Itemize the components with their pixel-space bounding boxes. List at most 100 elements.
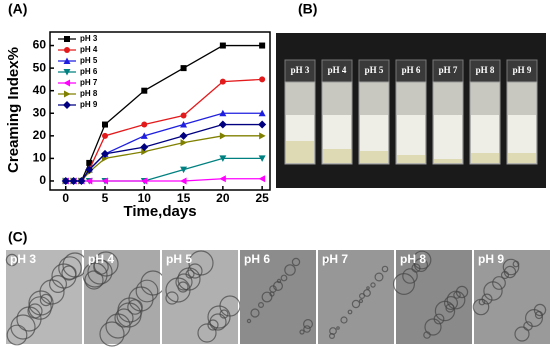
data-point — [141, 121, 148, 128]
micrograph-label: pH 4 — [88, 252, 114, 266]
droplet — [446, 290, 466, 310]
droplet — [534, 310, 544, 320]
series-line — [65, 123, 263, 182]
vial-serum — [286, 141, 314, 163]
legend-marker — [63, 101, 71, 109]
data-point — [259, 42, 266, 49]
x-tick-label: 25 — [255, 191, 269, 205]
x-tick-label: 15 — [177, 191, 191, 205]
data-point — [219, 155, 227, 162]
droplet — [358, 298, 364, 304]
y-tick-label: 10 — [33, 151, 47, 165]
droplet — [336, 326, 340, 330]
legend-label: pH 5 — [80, 56, 98, 65]
droplet — [291, 257, 301, 267]
legend-marker — [63, 57, 71, 64]
droplet — [84, 270, 104, 290]
droplet — [363, 289, 371, 297]
x-tick-label: 20 — [216, 191, 230, 205]
y-tick-label: 50 — [33, 60, 47, 74]
droplet — [514, 326, 530, 342]
data-point — [101, 149, 109, 158]
droplet — [269, 291, 275, 297]
data-point — [141, 148, 148, 156]
data-point — [180, 65, 187, 72]
vial-serum — [508, 153, 536, 163]
droplet — [197, 323, 217, 343]
vial-label: pH 5 — [365, 65, 384, 75]
droplet — [261, 291, 273, 303]
data-point — [258, 120, 267, 129]
vial-serum — [397, 155, 425, 163]
droplet — [187, 263, 203, 279]
micrograph-label: pH 5 — [166, 252, 192, 266]
droplet — [48, 275, 67, 294]
panel-label: (B) — [298, 1, 317, 17]
panel-label: (A) — [8, 1, 27, 17]
droplet — [492, 276, 506, 290]
legend-label: pH 8 — [80, 89, 98, 98]
legend-label: pH 6 — [80, 67, 98, 76]
droplet — [512, 260, 520, 268]
droplet — [444, 296, 459, 311]
droplet — [324, 258, 330, 264]
micrograph-label: pH 8 — [400, 252, 426, 266]
vial-label: pH 3 — [291, 65, 310, 75]
droplet — [524, 309, 543, 328]
data-point — [219, 109, 227, 117]
droplet — [455, 285, 469, 299]
vial-label: pH 6 — [402, 65, 421, 75]
droplet — [280, 274, 288, 282]
y-tick-label: 0 — [39, 173, 46, 187]
droplet — [402, 268, 418, 284]
data-point — [259, 76, 266, 83]
droplet — [303, 319, 314, 330]
y-tick-label: 20 — [33, 128, 47, 142]
vial-label: pH 4 — [328, 65, 347, 75]
vial-label: pH 8 — [476, 65, 495, 75]
data-point — [180, 139, 188, 147]
droplet — [209, 313, 227, 331]
droplet — [502, 258, 520, 276]
droplet — [93, 251, 119, 277]
droplet — [374, 272, 384, 282]
data-point — [180, 166, 188, 174]
vial-label: pH 7 — [439, 65, 458, 75]
data-point — [219, 175, 226, 183]
plot-frame — [49, 31, 271, 191]
droplet — [393, 273, 416, 296]
droplet — [165, 291, 179, 305]
droplet — [351, 299, 361, 309]
y-tick-label: 40 — [33, 83, 47, 97]
droplet — [39, 279, 65, 305]
data-point — [219, 42, 226, 49]
data-point — [259, 132, 266, 140]
x-tick-label: 0 — [62, 191, 69, 205]
data-point — [102, 121, 108, 128]
y-tick-label: 30 — [33, 105, 47, 119]
droplet — [423, 331, 431, 339]
droplet — [61, 265, 77, 281]
data-point — [102, 132, 108, 139]
droplet — [127, 299, 143, 315]
x-axis-title: Time,days — [123, 203, 196, 220]
micrograph-label: pH 6 — [244, 252, 270, 266]
droplet — [434, 300, 456, 322]
droplet — [303, 325, 311, 333]
droplet — [424, 318, 442, 336]
droplet — [177, 267, 201, 291]
droplet — [370, 282, 376, 288]
droplet — [246, 318, 252, 324]
data-point — [218, 120, 227, 129]
data-point — [180, 177, 187, 185]
droplet — [329, 333, 336, 340]
data-point — [258, 109, 266, 117]
droplet — [114, 308, 134, 328]
droplet — [99, 321, 125, 347]
micrograph-label: pH 9 — [478, 252, 504, 266]
series-line — [65, 157, 263, 182]
micrograph-label: pH 3 — [10, 252, 36, 266]
droplet — [6, 324, 28, 346]
data-point — [180, 112, 187, 119]
